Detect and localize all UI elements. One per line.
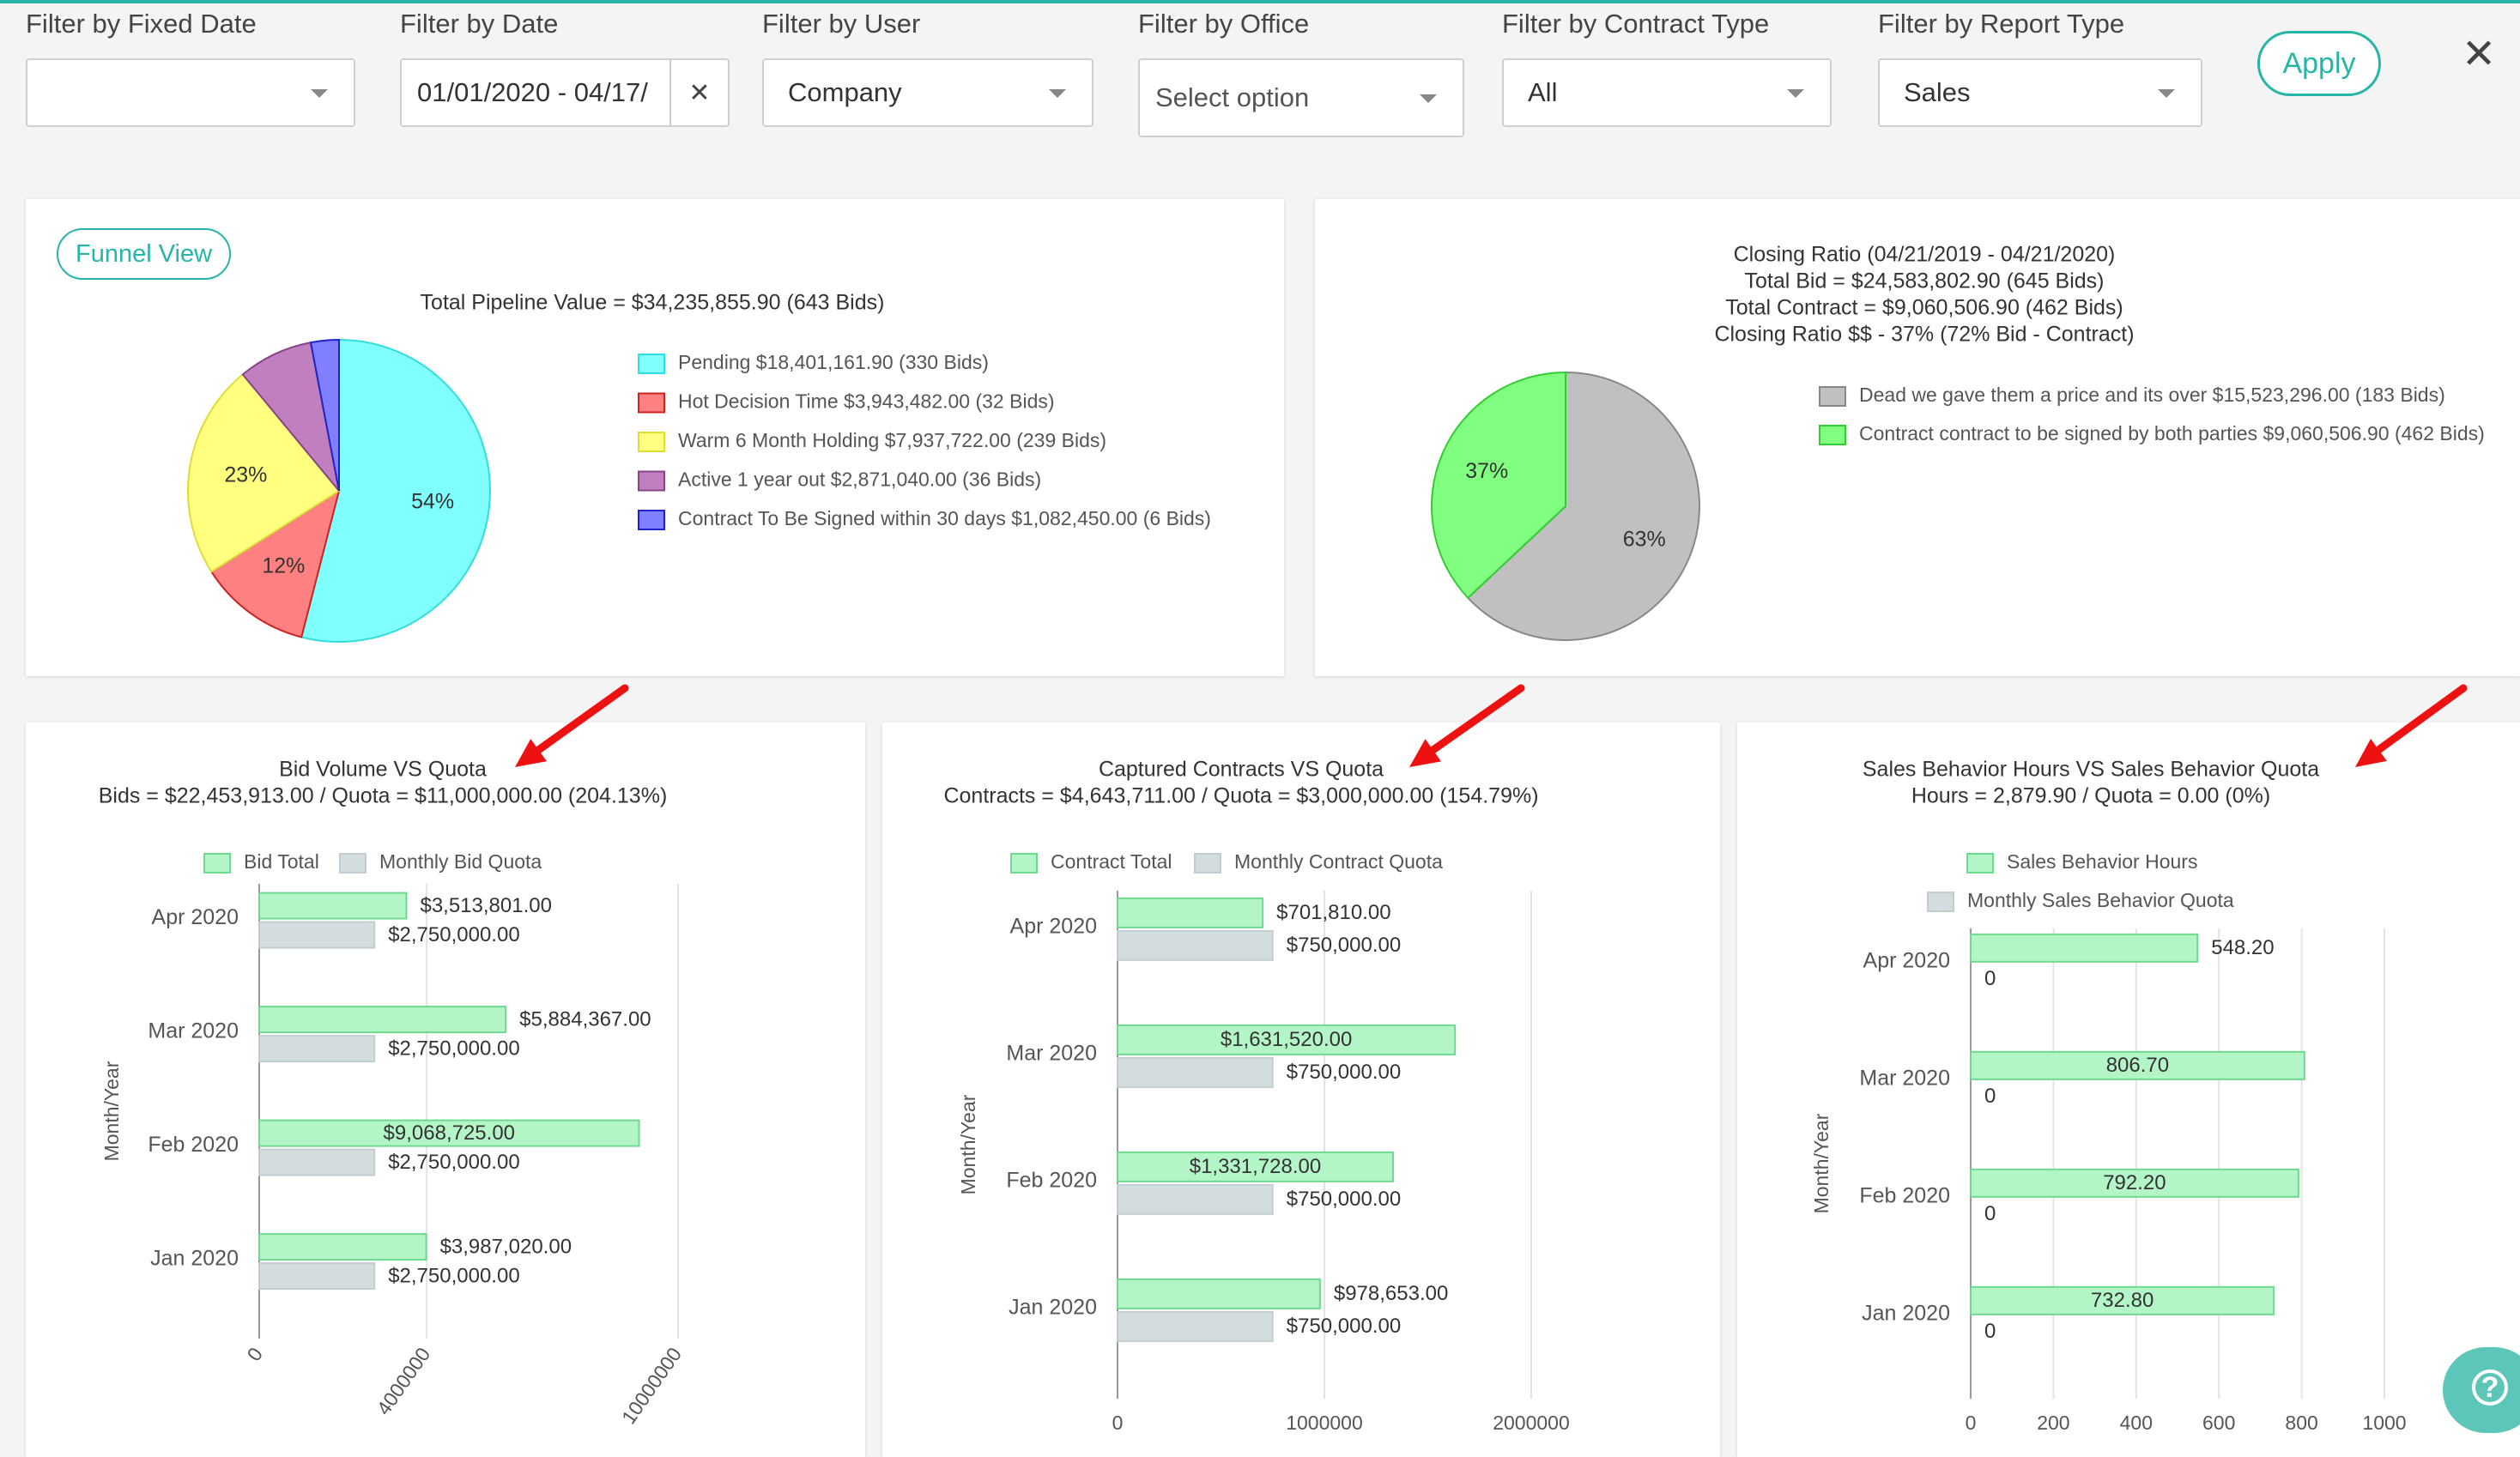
clear-date-icon[interactable]: ✕ xyxy=(669,60,728,125)
chevron-down-icon xyxy=(1049,89,1066,98)
chevron-down-icon xyxy=(311,89,328,98)
filter-office-label: Filter by Office xyxy=(1138,9,1310,39)
filter-user-value: Company xyxy=(788,77,902,107)
filter-report-type-select[interactable]: Sales xyxy=(1878,58,2202,127)
filter-date-value: 01/01/2020 - 04/17/ xyxy=(417,77,648,107)
filter-contract-type-label: Filter by Contract Type xyxy=(1502,9,1770,39)
filter-user-label: Filter by User xyxy=(762,9,921,39)
apply-button[interactable]: Apply xyxy=(2257,31,2381,96)
top-accent-line xyxy=(0,0,2520,3)
filter-contract-type-value: All xyxy=(1528,77,1558,107)
chevron-down-icon xyxy=(2158,89,2175,98)
filter-contract-type-select[interactable]: All xyxy=(1502,58,1832,127)
closing-ratio-card xyxy=(1315,199,2520,676)
filter-report-type-value: Sales xyxy=(1904,77,1971,107)
filter-date-label: Filter by Date xyxy=(400,9,559,39)
bid-volume-card xyxy=(26,722,865,1457)
filter-report-type-label: Filter by Report Type xyxy=(1878,9,2125,39)
funnel-view-button[interactable]: Funnel View xyxy=(57,228,232,280)
close-icon[interactable]: ✕ xyxy=(2462,32,2497,77)
filter-office-select[interactable]: Select option xyxy=(1138,58,1464,137)
sales-behavior-card xyxy=(1737,722,2520,1457)
captured-contracts-card xyxy=(882,722,1720,1457)
help-icon[interactable]: ? xyxy=(2472,1369,2508,1406)
filter-date-input[interactable]: 01/01/2020 - 04/17/ ✕ xyxy=(400,58,730,127)
filter-office-value: Select option xyxy=(1155,82,1310,112)
chevron-down-icon xyxy=(1787,89,1804,98)
filter-user-select[interactable]: Company xyxy=(762,58,1093,127)
chevron-down-icon xyxy=(1420,94,1437,103)
filter-fixed-date-label: Filter by Fixed Date xyxy=(26,9,257,39)
filter-fixed-date-select[interactable] xyxy=(26,58,355,127)
